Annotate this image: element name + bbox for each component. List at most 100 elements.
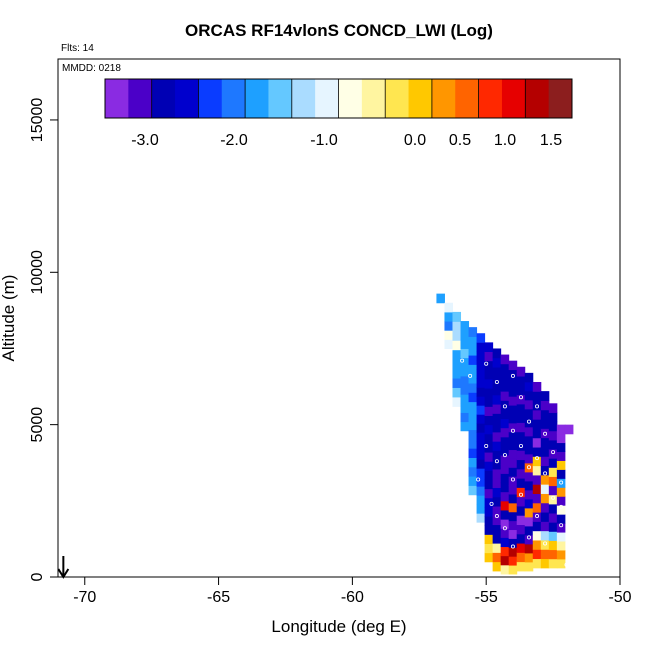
heatmap-cell [468, 448, 478, 458]
sample-point [535, 404, 540, 409]
sample-point [510, 373, 515, 378]
heatmap-cell [500, 491, 510, 502]
heatmap-cell [508, 449, 518, 459]
heatmap-cell [548, 421, 558, 432]
x-axis-label: Longitude (deg E) [271, 617, 406, 636]
heatmap-cell [468, 429, 478, 440]
heatmap-cell [532, 493, 542, 504]
heatmap-cell [532, 502, 542, 513]
sample-point [460, 358, 465, 363]
heatmap-cell [476, 468, 486, 478]
sample-point [494, 379, 499, 384]
y-axis-label: Altitude (m) [0, 275, 18, 362]
heatmap-cell [516, 376, 526, 386]
colorbar-tick-label: 0.5 [449, 132, 471, 149]
flts-label: Flts: 14 [61, 43, 94, 54]
sample-point [518, 492, 523, 497]
colorbar-segment [338, 79, 363, 118]
heatmap-cell [492, 394, 502, 405]
heatmap-cell [500, 564, 510, 575]
heatmap-cell [540, 474, 550, 485]
heatmap-cell [524, 498, 534, 509]
heatmap-cell [508, 413, 518, 424]
heatmap-cell [452, 378, 462, 388]
heatmap-cell [548, 503, 558, 514]
heatmap-cell [476, 360, 486, 370]
heatmap-cell [476, 459, 486, 469]
heatmap-cell [564, 424, 574, 435]
colorbar-segment [478, 79, 503, 118]
heatmap-cell [508, 387, 518, 397]
colorbar-segment [548, 79, 573, 118]
heatmap-cell [476, 342, 486, 352]
heatmap-cell [500, 455, 510, 465]
heatmap-cell [476, 405, 486, 415]
colorbar-segment [291, 79, 316, 118]
heatmap-cell [508, 556, 518, 566]
heatmap-cell [524, 408, 534, 419]
heatmap-cell [524, 462, 534, 473]
heatmap-cell [468, 438, 478, 449]
heatmap-cell [508, 360, 518, 371]
sample-point [527, 419, 532, 424]
heatmap-cell [484, 543, 494, 554]
heatmap-cell [532, 400, 542, 411]
heatmap-cell [484, 452, 494, 462]
heatmap-cell [508, 467, 518, 477]
heatmap-cell [500, 528, 510, 538]
heatmap-cell [508, 565, 518, 575]
heatmap-cell [548, 513, 558, 523]
heatmap-cell [500, 372, 510, 383]
heatmap-cell [508, 511, 518, 522]
heatmap-cell [556, 442, 566, 452]
heatmap-cell [476, 423, 486, 433]
sample-point [527, 535, 532, 540]
sample-point [510, 428, 515, 433]
heatmap-cell [468, 392, 478, 403]
heatmap-cell [452, 349, 462, 360]
heatmap-cell [452, 396, 462, 407]
heatmap-cell [540, 502, 550, 513]
heatmap-cell [500, 354, 510, 365]
heatmap-cell [556, 433, 566, 444]
heatmap-cell [508, 431, 518, 442]
heatmap-cell [484, 552, 494, 563]
heatmap-cell [460, 357, 470, 368]
heatmap-cell [460, 375, 470, 386]
heatmap-cell [548, 412, 558, 423]
heatmap-cell [540, 419, 550, 429]
heatmap-cell [508, 547, 518, 557]
sample-point [535, 456, 540, 461]
sample-point [551, 495, 556, 500]
heatmap-cell [492, 450, 502, 461]
heatmap-cell [516, 533, 526, 544]
heatmap-cell [476, 441, 486, 451]
heatmap-cell [556, 523, 566, 533]
heatmap-cell [484, 525, 494, 535]
heatmap-cell [516, 403, 526, 414]
colorbar-segment [455, 79, 480, 118]
heatmap-cell [540, 521, 550, 532]
heatmap-cell [484, 406, 494, 417]
heatmap-cell [484, 488, 494, 499]
sample-point [543, 431, 548, 436]
heatmap-cell [468, 355, 478, 365]
arrow-marker [57, 556, 70, 579]
sample-point [502, 526, 507, 531]
heatmap-cell [548, 458, 558, 468]
heatmap-cell [492, 441, 502, 451]
heatmap-cell [540, 391, 550, 401]
heatmap-cell [484, 497, 494, 508]
heatmap-cell [516, 561, 526, 572]
heatmap-cell [492, 543, 502, 553]
heatmap-cell [468, 485, 478, 496]
heatmap-cell [516, 413, 526, 423]
heatmap-cell [500, 473, 510, 484]
heatmap-cell [524, 381, 534, 392]
heatmap-cell [516, 524, 526, 535]
heatmap-cell [500, 436, 510, 447]
colorbar-segment [198, 79, 223, 118]
heatmap-cell [500, 482, 510, 493]
heatmap-cell [540, 549, 550, 560]
heatmap-cell [532, 521, 542, 532]
